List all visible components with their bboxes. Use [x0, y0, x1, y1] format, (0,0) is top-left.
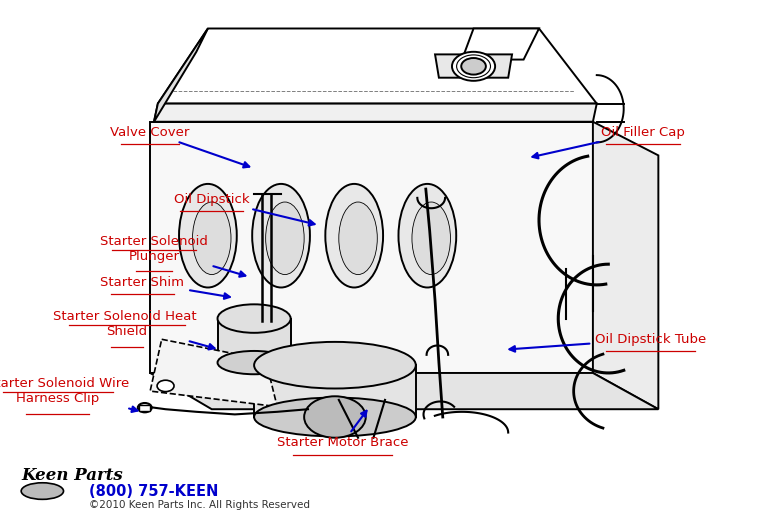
Polygon shape [593, 122, 658, 409]
Ellipse shape [254, 398, 416, 436]
Ellipse shape [218, 304, 291, 333]
Polygon shape [154, 104, 597, 122]
Polygon shape [217, 319, 291, 363]
Polygon shape [154, 28, 208, 122]
Text: Starter Solenoid
Plunger: Starter Solenoid Plunger [100, 235, 246, 277]
Text: Keen Parts: Keen Parts [22, 467, 123, 484]
Ellipse shape [253, 184, 310, 287]
Text: Starter Solenoid Wire
Harness Clip: Starter Solenoid Wire Harness Clip [0, 377, 138, 412]
Polygon shape [150, 339, 277, 407]
Ellipse shape [192, 202, 231, 275]
Ellipse shape [254, 342, 416, 388]
Text: Valve Cover: Valve Cover [110, 125, 249, 167]
Text: Oil Dipstick: Oil Dipstick [174, 193, 315, 225]
Text: Starter Shim: Starter Shim [100, 276, 229, 299]
Ellipse shape [218, 351, 291, 374]
Bar [139, 405, 150, 411]
Ellipse shape [179, 184, 237, 287]
Text: Starter Motor Brace: Starter Motor Brace [277, 411, 408, 450]
Polygon shape [150, 373, 658, 409]
Circle shape [138, 403, 152, 412]
Circle shape [461, 58, 486, 75]
Ellipse shape [339, 202, 377, 275]
Ellipse shape [412, 202, 450, 275]
Polygon shape [150, 122, 593, 373]
Ellipse shape [22, 483, 63, 499]
Circle shape [304, 396, 366, 438]
Polygon shape [435, 54, 512, 78]
Polygon shape [158, 28, 597, 104]
Ellipse shape [399, 184, 456, 287]
Circle shape [452, 52, 495, 81]
Text: Oil Filler Cap: Oil Filler Cap [532, 125, 685, 159]
Polygon shape [462, 28, 539, 60]
Text: Oil Dipstick Tube: Oil Dipstick Tube [510, 333, 706, 352]
Ellipse shape [325, 184, 383, 287]
Text: (800) 757-KEEN: (800) 757-KEEN [89, 484, 218, 498]
Circle shape [157, 380, 174, 392]
Polygon shape [254, 365, 416, 417]
Text: Starter Solenoid Heat 
Shield: Starter Solenoid Heat Shield [53, 310, 215, 350]
Text: ©2010 Keen Parts Inc. All Rights Reserved: ©2010 Keen Parts Inc. All Rights Reserve… [89, 500, 310, 510]
Ellipse shape [266, 202, 304, 275]
